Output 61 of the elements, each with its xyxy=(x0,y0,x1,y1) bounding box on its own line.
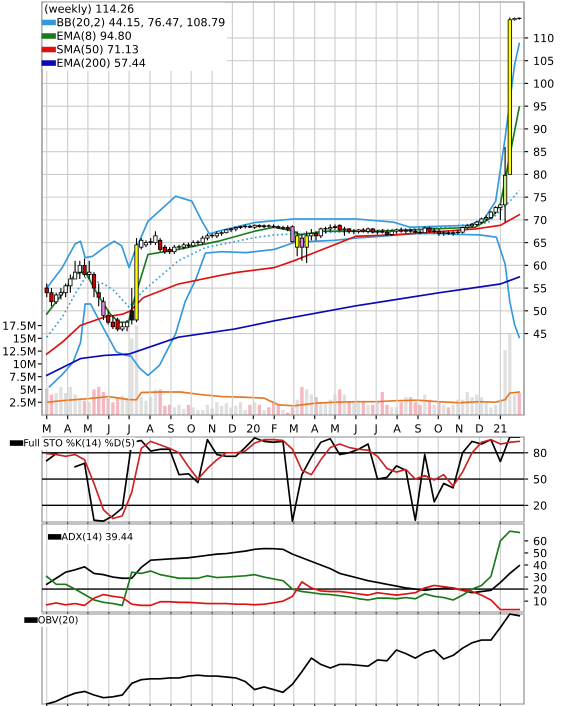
y2-tick-label: 17.5M xyxy=(3,322,36,330)
x-tick-label: D xyxy=(476,424,484,432)
y-tick-label: 20 xyxy=(534,501,546,510)
x-tick-label: D xyxy=(229,424,236,432)
legend-label: Full STO %K(14) %D(5) xyxy=(24,438,134,448)
x-tick-label: 21 xyxy=(494,424,506,432)
y-tick-label: 80 xyxy=(534,448,546,458)
y-tick-label: 20 xyxy=(534,585,546,594)
y-tick-label: 75 xyxy=(534,193,546,202)
x-tick-label: J xyxy=(106,424,110,435)
x-tick-label: M xyxy=(43,424,50,432)
y2-tick-label: 7.5M xyxy=(10,372,36,382)
y-tick-label: 65 xyxy=(534,238,546,247)
x-tick-label: M xyxy=(290,424,298,432)
y-tick-label: 80 xyxy=(534,170,546,179)
y-tick-label: 110 xyxy=(534,34,554,42)
x-tick-label: S xyxy=(168,424,174,433)
x-tick-label: A xyxy=(311,424,318,432)
y-tick-label: 60 xyxy=(534,536,546,546)
x-tick-label: M xyxy=(84,424,92,432)
y-tick-label: 50 xyxy=(534,475,546,484)
x-tick-label: J xyxy=(126,424,130,435)
y2-tick-label: 15M xyxy=(14,334,36,343)
y-tick-label: 105 xyxy=(534,56,554,66)
y-tick-label: 95 xyxy=(534,102,546,111)
x-tick-label: M xyxy=(331,424,339,432)
legend-label: SMA(50) 71.13 xyxy=(57,44,138,55)
legend-label: EMA(200) 57.44 xyxy=(58,58,146,68)
legend-label: OBV(20) xyxy=(38,616,78,625)
x-tick-label: S xyxy=(415,424,421,433)
y-tick-label: 50 xyxy=(534,548,546,558)
x-tick-label: N xyxy=(209,424,216,432)
y-tick-label: 70 xyxy=(534,216,546,224)
x-tick-label: O xyxy=(434,424,442,433)
y-tick-label: 90 xyxy=(534,124,546,134)
y-tick-label: 60 xyxy=(534,261,546,270)
y-tick-label: 45 xyxy=(534,330,546,338)
x-tick-label: J xyxy=(374,424,377,435)
x-tick-label: A xyxy=(64,424,72,432)
x-tick-label: N xyxy=(456,424,462,432)
x-tick-label: A xyxy=(393,424,401,432)
x-tick-label: O xyxy=(187,424,195,433)
x-tick-label: F xyxy=(272,424,277,432)
y2-tick-label: 2.5M xyxy=(10,398,36,407)
y-tick-label: 10 xyxy=(534,597,546,606)
y-tick-label: 55 xyxy=(534,284,546,292)
y-tick-label: 40 xyxy=(534,560,546,570)
legend-label: EMA(8) 94.80 xyxy=(58,31,131,42)
legend-label: ADX(14) 39.44 xyxy=(62,532,133,542)
y2-tick-label: 5M xyxy=(20,386,36,394)
y-tick-label: 85 xyxy=(534,148,546,156)
y2-tick-label: 12.5M xyxy=(3,347,36,356)
chart-title: (weekly) 114.26 xyxy=(45,4,134,15)
x-tick-label: 20 xyxy=(247,424,260,433)
y2-tick-label: 10M xyxy=(14,360,36,368)
x-tick-label: A xyxy=(146,424,154,432)
legend-label: BB(20,2) 44.15, 76.47, 108.79 xyxy=(58,18,224,28)
x-tick-label: J xyxy=(354,424,356,435)
y-tick-label: 100 xyxy=(534,79,554,88)
y-tick-label: 50 xyxy=(534,306,546,316)
y-tick-label: 30 xyxy=(534,573,546,582)
